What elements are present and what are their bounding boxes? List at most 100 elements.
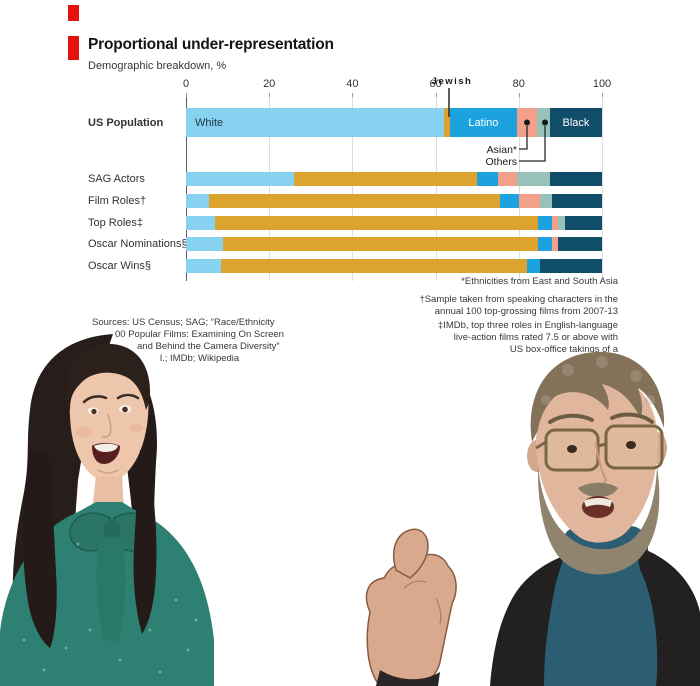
- right-person-knuckles: [403, 580, 442, 625]
- bar-segment-asian: [518, 194, 540, 208]
- bar-segment-black: [558, 237, 602, 251]
- bar-row: Oscar Wins§: [60, 259, 620, 273]
- chart-subtitle: Demographic breakdown, %: [88, 60, 227, 72]
- bar-segment-latino: [477, 172, 498, 186]
- bar-segment-jewish: [294, 172, 478, 186]
- bar-segment-white: [186, 216, 216, 230]
- x-axis-tick-mark: [186, 93, 187, 98]
- bar-track: [186, 172, 602, 186]
- bar-row: Film Roles†: [60, 194, 620, 208]
- sources-line: and Behind the Camera Diversity”: [137, 341, 280, 352]
- x-axis-tick-label: 80: [512, 78, 525, 90]
- right-person-teeth: [584, 498, 612, 507]
- bar-segment-jewish: [215, 216, 538, 230]
- left-person-bow-knot: [104, 522, 120, 538]
- bar-segment-white: White: [186, 108, 444, 137]
- economist-logo-mark: [68, 5, 79, 21]
- x-axis-tick-label: 100: [592, 78, 612, 90]
- left-person-sequins: [22, 542, 198, 674]
- bar-row: Top Roles‡: [60, 216, 620, 230]
- bar-segment-asian: [552, 216, 559, 230]
- footnote-line: live-action films rated 7.5 or above wit…: [453, 332, 618, 343]
- others-callout-label: Others: [485, 156, 517, 168]
- left-person-eyebrow: [82, 395, 108, 404]
- bar-track: White Latino Black: [186, 108, 602, 137]
- left-person-blush: [129, 423, 143, 433]
- jewish-callout-label: Jewish: [431, 76, 473, 87]
- bar-track: [186, 259, 602, 273]
- bar-segment-jewish: [208, 194, 501, 208]
- left-person-cutout: [0, 334, 214, 686]
- footnote-line: US box-office takings of a: [509, 344, 618, 355]
- x-axis-tick-mark: [352, 93, 354, 98]
- bar-segment-latino: Latino: [450, 108, 517, 137]
- bar-segment-jewish: [443, 108, 451, 137]
- sources-line: Sources: US Census; SAG; “Race/Ethnicity: [92, 317, 275, 328]
- footnote-line: †Sample taken from speaking characters i…: [419, 294, 618, 305]
- bar-segment-black: [539, 259, 602, 273]
- row-label: US Population: [88, 116, 164, 129]
- right-person-hair: [530, 351, 665, 442]
- bar-inline-label: Black: [562, 116, 590, 129]
- bar-segment-asian: [497, 172, 517, 186]
- x-axis-tick-label: 60: [429, 78, 442, 90]
- gridline: [269, 97, 271, 281]
- right-person-jacket: [636, 546, 700, 686]
- right-person-mustache: [578, 482, 618, 497]
- bar-segment-jewish: [223, 237, 538, 251]
- left-person-hair-lock: [22, 450, 57, 648]
- bar-inline-label: White: [195, 116, 224, 129]
- row-label: Top Roles‡: [88, 217, 144, 229]
- bar-track: [186, 216, 602, 230]
- left-person-teeth: [94, 443, 118, 452]
- bar-segment-white: [186, 237, 224, 251]
- bar-segment-latino: [537, 237, 553, 251]
- row-label: SAG Actors: [88, 173, 145, 185]
- row-label: Film Roles†: [88, 195, 147, 207]
- left-person-eyebrow: [116, 393, 140, 400]
- title-accent-bar: [68, 36, 79, 60]
- bar-segment-white: [186, 259, 222, 273]
- asian-callout-label: Asian*: [487, 144, 517, 156]
- gridline: [602, 97, 603, 281]
- row-label: Oscar Nominations§: [88, 238, 188, 250]
- x-axis-tick-mark: [602, 93, 603, 98]
- bar-row: US Population White Latino Black: [60, 108, 620, 137]
- left-person-chin: [97, 469, 119, 474]
- x-axis-tick-label: 40: [346, 78, 359, 90]
- bar-segment-others: [537, 108, 550, 137]
- demographics-chart: Proportional under-representation Demogr…: [60, 0, 620, 400]
- gridline: [186, 97, 187, 281]
- right-person-eye: [626, 441, 636, 449]
- left-person-blush: [76, 427, 92, 437]
- bar-segment-white: [186, 194, 209, 208]
- footnote-line: ‡IMDb, top three roles in English-langua…: [437, 320, 618, 331]
- bar-segment-black: [564, 216, 602, 230]
- footnote-line: annual 100 top-grossing films from 2007-…: [434, 306, 618, 317]
- gridline: [518, 97, 520, 281]
- left-person-nose: [101, 413, 112, 438]
- right-person-beard: [537, 466, 660, 575]
- left-person-eye: [122, 406, 128, 413]
- chart-title: Proportional under-representation: [88, 36, 334, 53]
- x-axis-tick-mark: [518, 93, 520, 98]
- x-axis-tick-label: 20: [263, 78, 276, 90]
- bar-row: SAG Actors: [60, 172, 620, 186]
- right-person-eyebrow: [548, 413, 594, 424]
- right-person-thumb: [392, 528, 429, 579]
- bar-segment-latino: [527, 259, 540, 273]
- bar-segment-asian: [552, 237, 559, 251]
- sources-line: l.; IMDb; Wikipedia: [160, 353, 240, 364]
- left-person-hair-lock: [133, 450, 157, 634]
- footnote-line: *Ethnicities from East and South Asia: [461, 276, 618, 287]
- right-person-sleeve: [376, 670, 440, 686]
- bar-segment-black: [549, 172, 602, 186]
- gridline: [352, 97, 354, 281]
- bar-segment-asian: [516, 108, 538, 137]
- bar-segment-white: [186, 172, 295, 186]
- bar-segment-others: [558, 216, 565, 230]
- left-person-neck: [92, 476, 124, 510]
- right-person-turtleneck: [536, 544, 676, 686]
- bar-segment-jewish: [221, 259, 528, 273]
